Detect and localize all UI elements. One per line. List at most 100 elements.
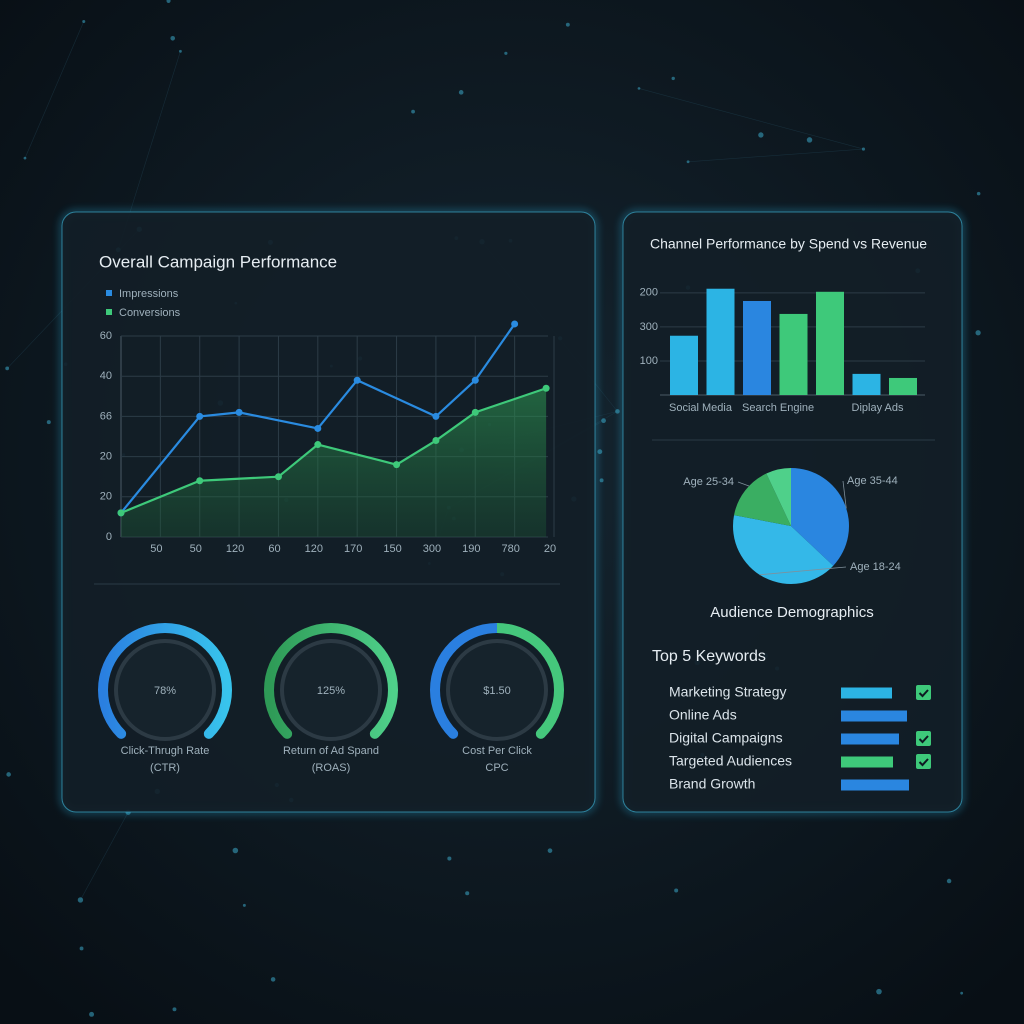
x-tick-label: 190 — [462, 543, 480, 555]
network-dot — [166, 0, 171, 3]
network-dot — [758, 132, 764, 138]
network-dot — [77, 897, 84, 903]
network-dot — [242, 903, 246, 907]
bar — [852, 373, 881, 395]
pie-slice — [766, 468, 791, 526]
point — [314, 441, 322, 449]
keyword-label: Brand Growth — [669, 776, 755, 792]
network-dot — [447, 856, 452, 861]
network-dot — [861, 147, 866, 151]
pie-slice — [733, 515, 834, 584]
gauge-arc — [98, 623, 232, 739]
point — [117, 509, 125, 517]
network-dot — [674, 888, 679, 893]
line — [120, 387, 547, 514]
network-dot — [5, 366, 10, 371]
network-line — [80, 812, 129, 901]
point — [314, 424, 322, 432]
pie-label: Age 35-44 — [847, 475, 898, 487]
point — [432, 412, 440, 420]
checkbox — [916, 685, 931, 700]
gauge-inner — [114, 639, 216, 741]
bar — [889, 377, 917, 395]
gauge-arc — [430, 623, 564, 739]
x-tick-label: 150 — [383, 543, 401, 555]
network-line — [638, 88, 864, 150]
network-dot — [82, 19, 86, 24]
keyword-bar — [841, 779, 909, 791]
kpi-value: 125% — [317, 685, 345, 697]
point — [274, 473, 282, 481]
network-dot — [465, 891, 470, 896]
network-dot — [615, 409, 620, 414]
x-tick-label: Social Media — [669, 402, 733, 414]
y-tick-label: 60 — [100, 330, 112, 342]
checkmark — [918, 735, 929, 744]
network-dot — [46, 420, 51, 425]
kpi-label: Return of Ad Spand — [283, 745, 379, 757]
network-dot — [179, 49, 182, 53]
kpi-label: Click-Thrugh Rate — [121, 745, 210, 757]
chart-title: Audience Demographics — [710, 604, 873, 621]
chart-title: Top 5 Keywords — [652, 648, 766, 665]
network-dot — [504, 51, 508, 55]
network-dot — [270, 977, 276, 982]
keyword-label: Digital Campaigns — [669, 730, 783, 746]
kpi-label: Cost Per Click — [462, 745, 532, 757]
y-tick-label: 300 — [640, 321, 658, 333]
legend-swatch — [106, 309, 112, 315]
x-tick-label: 50 — [190, 543, 202, 555]
keyword-label: Targeted Audiences — [669, 753, 792, 769]
network-dot — [597, 449, 603, 455]
point — [471, 408, 479, 416]
x-tick-label: 120 — [305, 543, 323, 555]
y-tick-label: 66 — [100, 410, 112, 422]
line — [120, 323, 516, 514]
x-tick-label: 170 — [344, 543, 362, 555]
point — [511, 320, 519, 328]
network-dot — [975, 330, 981, 336]
chart-title: Channel Performance by Spend vs Revenue — [650, 236, 927, 252]
network-dot — [876, 988, 882, 995]
network-dot — [172, 1007, 177, 1012]
keyword-bar — [841, 710, 907, 722]
bar — [743, 300, 771, 395]
network-line — [24, 21, 85, 159]
gauge-inner — [446, 639, 548, 741]
network-dot — [79, 946, 84, 951]
network-dot — [806, 137, 813, 143]
network-dot — [411, 109, 415, 114]
y-tick-label: 20 — [100, 491, 112, 503]
network-dot — [637, 87, 641, 90]
y-tick-label: 20 — [100, 451, 112, 463]
pie-label: Age 25-34 — [683, 476, 734, 488]
network-dot — [976, 191, 981, 196]
checkbox — [916, 731, 931, 746]
checkbox — [916, 754, 931, 769]
point — [353, 376, 361, 384]
network-dot — [6, 772, 11, 777]
checkmark — [918, 758, 929, 767]
keyword-label: Online Ads — [669, 707, 737, 723]
point — [471, 376, 479, 384]
x-tick-label: 50 — [150, 543, 162, 555]
network-dot — [458, 90, 464, 95]
bar — [670, 335, 698, 395]
network-dot — [946, 878, 952, 884]
gauge-inner — [280, 639, 382, 741]
x-tick-label: 60 — [268, 543, 280, 555]
chart-title: Overall Campaign Performance — [99, 252, 337, 271]
network-dot — [89, 1011, 95, 1017]
x-tick-label: 20 — [544, 543, 556, 555]
network-dot — [547, 848, 553, 853]
pie-slice — [791, 468, 849, 566]
kpi-value: $1.50 — [483, 685, 511, 697]
network-line — [688, 148, 864, 163]
kpi-value: 78% — [154, 685, 176, 697]
bar — [816, 291, 844, 395]
point — [196, 412, 204, 420]
point — [393, 461, 401, 469]
gauge-arc — [264, 623, 398, 739]
